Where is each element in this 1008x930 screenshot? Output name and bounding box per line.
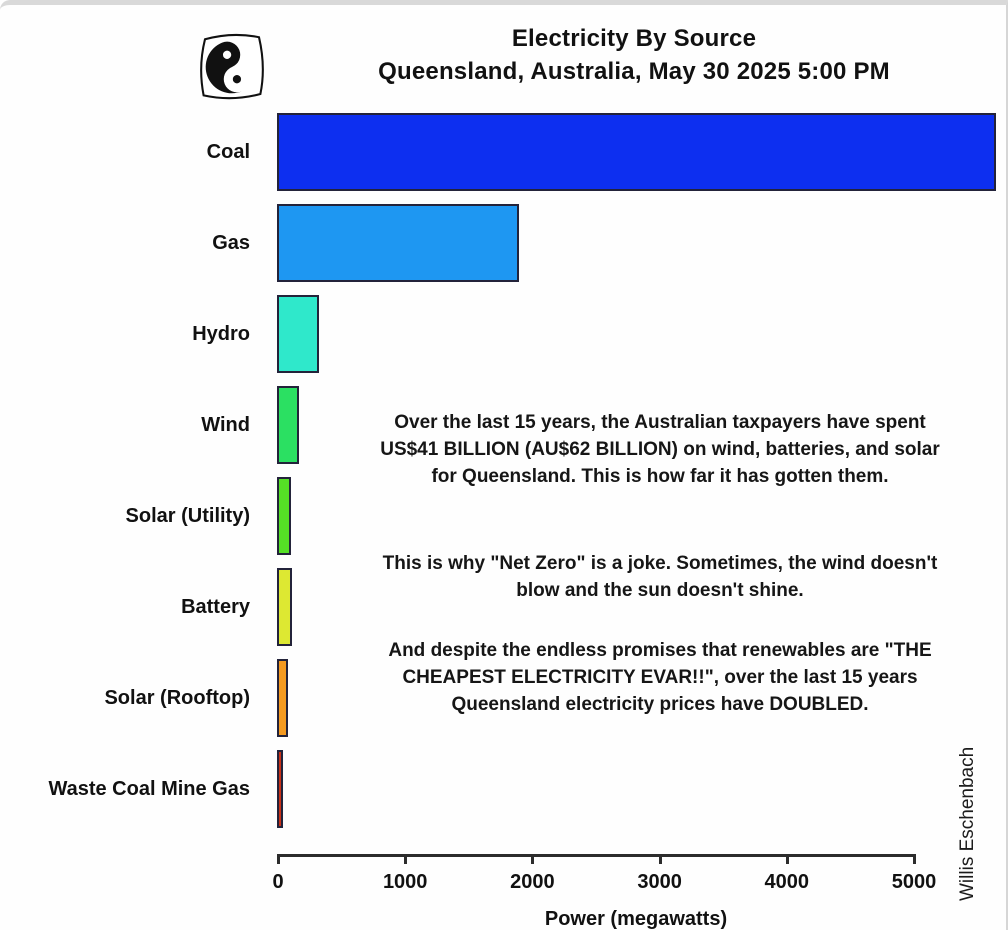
x-axis-tick-label-0: 0 [272,871,284,893]
chart-subtitle: Queensland, Australia, May 30 2025 5:00 … [378,58,890,85]
x-axis-tick-label-5000: 5000 [891,871,937,893]
x-axis-tick-label-1000: 1000 [382,871,428,893]
bar-hydro [277,295,319,373]
category-label-hydro: Hydro [192,322,250,345]
bar-chart-plot-area: Coal Gas Hydro Wind Solar (Utility) Battery So… [0,5,1006,930]
category-label-waste-coal-mine-gas: Waste Coal Mine Gas [48,777,250,800]
yin-yang-cats-logo [200,33,264,100]
bar-solar-rooftop [277,659,288,737]
x-axis-tick-label-3000: 3000 [637,871,682,893]
x-axis-title: Power (megawatts) [544,908,728,930]
category-label-solar-rooftop: Solar (Rooftop) [104,686,250,709]
category-label-solar-utility: Solar (Utility) [125,504,250,527]
bar-coal [277,113,996,191]
x-axis-line [277,854,916,857]
bar-waste-coal-mine-gas [277,750,283,828]
x-axis-tick-3000 [658,854,662,864]
x-axis-tick-label-2000: 2000 [510,871,555,893]
x-axis-tick-0 [277,854,280,864]
x-axis-tick-4000 [785,854,789,864]
bar-battery [277,568,292,646]
category-label-wind: Wind [201,413,250,436]
bar-solar-utility [277,477,291,555]
x-axis-tick-2000 [531,854,535,864]
bar-gas [277,204,519,282]
category-label-coal: Coal [206,140,250,163]
category-label-battery: Battery [181,595,250,618]
x-axis-tick-1000 [404,854,408,864]
category-label-gas: Gas [212,231,250,254]
chart-title: Electricity By Source [511,25,757,52]
annotation-spending: Over the last 15 years, the Australian t… [380,412,940,487]
x-axis-tick-label-4000: 4000 [764,871,810,893]
annotation-net-zero: This is why "Net Zero" is a joke. Someti… [382,553,938,601]
bar-wind [277,386,299,464]
attribution-author: Willis Eschenbach [957,746,978,902]
annotation-prices: And despite the endless promises that re… [388,640,932,715]
x-axis-tick-5000 [913,854,916,864]
